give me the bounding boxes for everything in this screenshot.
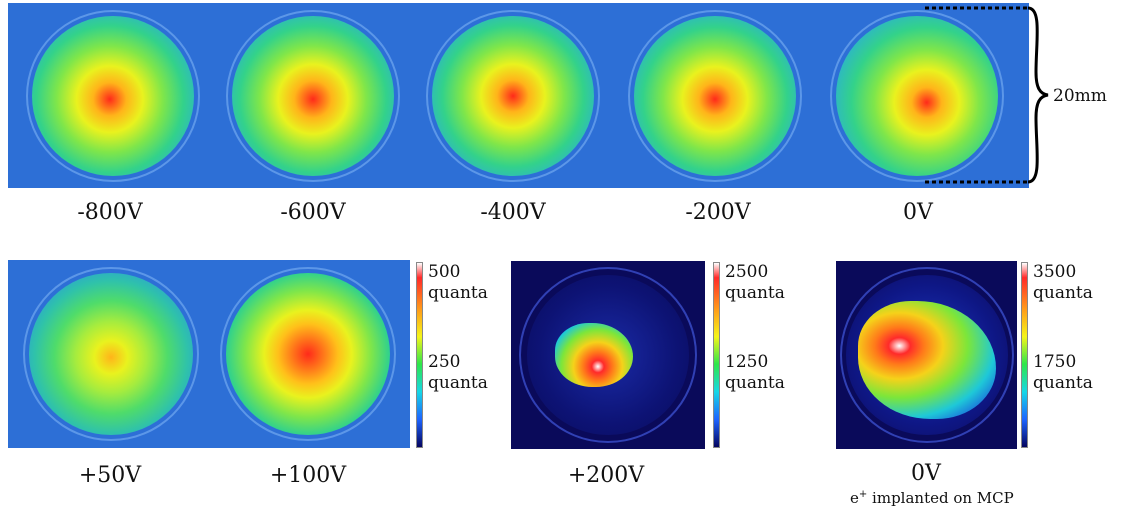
colorbar-2-mid-unit: quanta bbox=[725, 373, 785, 393]
label-minus400v: -400V bbox=[480, 200, 546, 225]
scale-label: 20mm bbox=[1053, 86, 1107, 106]
label-minus800v: -800V bbox=[77, 200, 143, 225]
colorbar-3-top-value: 3500 bbox=[1033, 262, 1077, 282]
label-plus100v: +100V bbox=[269, 463, 347, 488]
colorbar-2-top-value: 2500 bbox=[725, 262, 769, 282]
colorbar-1 bbox=[416, 262, 423, 448]
implanted-caption-sup: + bbox=[858, 489, 868, 500]
implanted-caption-e: e bbox=[850, 489, 859, 507]
colorbar-2-mid-value: 1250 bbox=[725, 352, 769, 372]
label-0v-top: 0V bbox=[903, 200, 933, 225]
colorbar-3-mid-value: 1750 bbox=[1033, 352, 1077, 372]
colorbar-3-top-unit: quanta bbox=[1033, 283, 1093, 303]
implanted-caption-rest: implanted on MCP bbox=[867, 489, 1014, 507]
bottom-left-image-strip bbox=[8, 260, 410, 448]
label-minus200v: -200V bbox=[685, 200, 751, 225]
colorbar-3 bbox=[1021, 262, 1028, 448]
colorbar-2 bbox=[713, 262, 720, 448]
mcp-image-0v-implanted bbox=[836, 261, 1017, 449]
colorbar-2-top-unit: quanta bbox=[725, 283, 785, 303]
colorbar-3-mid-unit: quanta bbox=[1033, 373, 1093, 393]
colorbar-1-top-value: 500 bbox=[428, 262, 461, 282]
label-minus600v: -600V bbox=[280, 200, 346, 225]
colorbar-1-mid-value: 250 bbox=[428, 352, 461, 372]
scale-bracket bbox=[925, 6, 1049, 184]
top-image-strip bbox=[8, 3, 1029, 188]
label-plus200v: +200V bbox=[567, 463, 645, 488]
implanted-caption: e+ implanted on MCP bbox=[850, 489, 1014, 507]
colorbar-1-top-unit: quanta bbox=[428, 283, 488, 303]
mcp-image-plus200 bbox=[511, 261, 705, 449]
label-plus50v: +50V bbox=[78, 463, 142, 488]
label-0v-bottom: 0V bbox=[911, 461, 941, 486]
colorbar-1-mid-unit: quanta bbox=[428, 373, 488, 393]
